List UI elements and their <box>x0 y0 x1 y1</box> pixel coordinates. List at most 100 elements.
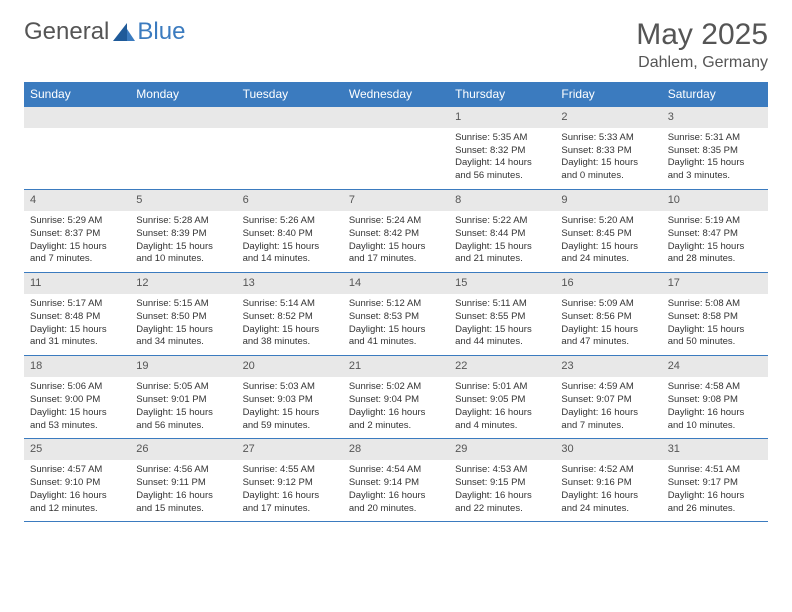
day-content: Sunrise: 5:19 AMSunset: 8:47 PMDaylight:… <box>662 211 768 272</box>
daylight-text: Daylight: 15 hours and 17 minutes. <box>349 241 443 267</box>
daylight-text: Daylight: 16 hours and 10 minutes. <box>668 407 762 433</box>
daylight-text: Daylight: 15 hours and 28 minutes. <box>668 241 762 267</box>
day-content: Sunrise: 5:01 AMSunset: 9:05 PMDaylight:… <box>449 377 555 438</box>
sunset-text: Sunset: 9:07 PM <box>561 394 655 407</box>
col-head-friday: Friday <box>555 82 661 107</box>
daylight-text: Daylight: 16 hours and 4 minutes. <box>455 407 549 433</box>
day-number <box>24 107 130 128</box>
col-head-monday: Monday <box>130 82 236 107</box>
day-content: Sunrise: 5:24 AMSunset: 8:42 PMDaylight:… <box>343 211 449 272</box>
daylight-text: Daylight: 15 hours and 7 minutes. <box>30 241 124 267</box>
sunrise-text: Sunrise: 5:33 AM <box>561 132 655 145</box>
sunrise-text: Sunrise: 5:02 AM <box>349 381 443 394</box>
day-number: 21 <box>343 356 449 377</box>
day-content: Sunrise: 5:11 AMSunset: 8:55 PMDaylight:… <box>449 294 555 355</box>
daylight-text: Daylight: 16 hours and 12 minutes. <box>30 490 124 516</box>
sunrise-text: Sunrise: 5:11 AM <box>455 298 549 311</box>
calendar-cell: 22Sunrise: 5:01 AMSunset: 9:05 PMDayligh… <box>449 356 555 439</box>
day-number: 11 <box>24 273 130 294</box>
daylight-text: Daylight: 16 hours and 17 minutes. <box>243 490 337 516</box>
calendar-cell: 28Sunrise: 4:54 AMSunset: 9:14 PMDayligh… <box>343 439 449 522</box>
calendar-cell: 14Sunrise: 5:12 AMSunset: 8:53 PMDayligh… <box>343 273 449 356</box>
day-number: 8 <box>449 190 555 211</box>
daylight-text: Daylight: 14 hours and 56 minutes. <box>455 157 549 183</box>
day-number: 15 <box>449 273 555 294</box>
sunrise-text: Sunrise: 5:14 AM <box>243 298 337 311</box>
calendar-cell: 19Sunrise: 5:05 AMSunset: 9:01 PMDayligh… <box>130 356 236 439</box>
day-content <box>24 128 130 183</box>
sunset-text: Sunset: 8:32 PM <box>455 145 549 158</box>
sunset-text: Sunset: 8:40 PM <box>243 228 337 241</box>
sunrise-text: Sunrise: 4:59 AM <box>561 381 655 394</box>
sunset-text: Sunset: 8:53 PM <box>349 311 443 324</box>
day-content: Sunrise: 4:51 AMSunset: 9:17 PMDaylight:… <box>662 460 768 521</box>
day-number: 30 <box>555 439 661 460</box>
calendar-week-row: 1Sunrise: 5:35 AMSunset: 8:32 PMDaylight… <box>24 107 768 190</box>
day-number: 23 <box>555 356 661 377</box>
day-content: Sunrise: 5:26 AMSunset: 8:40 PMDaylight:… <box>237 211 343 272</box>
calendar-cell: 5Sunrise: 5:28 AMSunset: 8:39 PMDaylight… <box>130 190 236 273</box>
daylight-text: Daylight: 16 hours and 24 minutes. <box>561 490 655 516</box>
sunrise-text: Sunrise: 5:35 AM <box>455 132 549 145</box>
sunset-text: Sunset: 9:08 PM <box>668 394 762 407</box>
sunrise-text: Sunrise: 5:29 AM <box>30 215 124 228</box>
calendar-cell: 3Sunrise: 5:31 AMSunset: 8:35 PMDaylight… <box>662 107 768 190</box>
day-number: 1 <box>449 107 555 128</box>
sunset-text: Sunset: 9:03 PM <box>243 394 337 407</box>
daylight-text: Daylight: 15 hours and 53 minutes. <box>30 407 124 433</box>
daylight-text: Daylight: 16 hours and 22 minutes. <box>455 490 549 516</box>
sunrise-text: Sunrise: 5:08 AM <box>668 298 762 311</box>
calendar-cell: 2Sunrise: 5:33 AMSunset: 8:33 PMDaylight… <box>555 107 661 190</box>
daylight-text: Daylight: 15 hours and 21 minutes. <box>455 241 549 267</box>
daylight-text: Daylight: 16 hours and 7 minutes. <box>561 407 655 433</box>
day-number: 2 <box>555 107 661 128</box>
sunrise-text: Sunrise: 4:58 AM <box>668 381 762 394</box>
calendar-cell: 9Sunrise: 5:20 AMSunset: 8:45 PMDaylight… <box>555 190 661 273</box>
calendar-cell: 7Sunrise: 5:24 AMSunset: 8:42 PMDaylight… <box>343 190 449 273</box>
sunset-text: Sunset: 9:15 PM <box>455 477 549 490</box>
day-number: 28 <box>343 439 449 460</box>
day-number: 18 <box>24 356 130 377</box>
sunrise-text: Sunrise: 5:05 AM <box>136 381 230 394</box>
sunset-text: Sunset: 8:44 PM <box>455 228 549 241</box>
day-content: Sunrise: 4:58 AMSunset: 9:08 PMDaylight:… <box>662 377 768 438</box>
col-head-sunday: Sunday <box>24 82 130 107</box>
sunrise-text: Sunrise: 5:17 AM <box>30 298 124 311</box>
sunrise-text: Sunrise: 5:12 AM <box>349 298 443 311</box>
day-content: Sunrise: 5:05 AMSunset: 9:01 PMDaylight:… <box>130 377 236 438</box>
sunset-text: Sunset: 8:58 PM <box>668 311 762 324</box>
sunset-text: Sunset: 8:33 PM <box>561 145 655 158</box>
day-number: 22 <box>449 356 555 377</box>
sunset-text: Sunset: 8:52 PM <box>243 311 337 324</box>
calendar-cell: 26Sunrise: 4:56 AMSunset: 9:11 PMDayligh… <box>130 439 236 522</box>
calendar-cell: 25Sunrise: 4:57 AMSunset: 9:10 PMDayligh… <box>24 439 130 522</box>
sunset-text: Sunset: 9:17 PM <box>668 477 762 490</box>
sunrise-text: Sunrise: 5:24 AM <box>349 215 443 228</box>
sunset-text: Sunset: 8:56 PM <box>561 311 655 324</box>
day-number <box>237 107 343 128</box>
day-number: 5 <box>130 190 236 211</box>
calendar-cell: 30Sunrise: 4:52 AMSunset: 9:16 PMDayligh… <box>555 439 661 522</box>
sunset-text: Sunset: 9:16 PM <box>561 477 655 490</box>
logo: General Blue <box>24 18 185 46</box>
sunrise-text: Sunrise: 4:52 AM <box>561 464 655 477</box>
day-number: 7 <box>343 190 449 211</box>
calendar-cell: 27Sunrise: 4:55 AMSunset: 9:12 PMDayligh… <box>237 439 343 522</box>
sunrise-text: Sunrise: 5:20 AM <box>561 215 655 228</box>
day-content: Sunrise: 4:57 AMSunset: 9:10 PMDaylight:… <box>24 460 130 521</box>
day-number <box>130 107 236 128</box>
day-number: 19 <box>130 356 236 377</box>
sunrise-text: Sunrise: 4:54 AM <box>349 464 443 477</box>
calendar-body: 1Sunrise: 5:35 AMSunset: 8:32 PMDaylight… <box>24 107 768 522</box>
day-content: Sunrise: 5:17 AMSunset: 8:48 PMDaylight:… <box>24 294 130 355</box>
day-number: 25 <box>24 439 130 460</box>
day-content: Sunrise: 4:55 AMSunset: 9:12 PMDaylight:… <box>237 460 343 521</box>
day-content: Sunrise: 4:59 AMSunset: 9:07 PMDaylight:… <box>555 377 661 438</box>
daylight-text: Daylight: 15 hours and 41 minutes. <box>349 324 443 350</box>
calendar-week-row: 18Sunrise: 5:06 AMSunset: 9:00 PMDayligh… <box>24 356 768 439</box>
daylight-text: Daylight: 15 hours and 3 minutes. <box>668 157 762 183</box>
calendar-cell: 18Sunrise: 5:06 AMSunset: 9:00 PMDayligh… <box>24 356 130 439</box>
day-content: Sunrise: 4:52 AMSunset: 9:16 PMDaylight:… <box>555 460 661 521</box>
daylight-text: Daylight: 16 hours and 26 minutes. <box>668 490 762 516</box>
day-content: Sunrise: 5:14 AMSunset: 8:52 PMDaylight:… <box>237 294 343 355</box>
